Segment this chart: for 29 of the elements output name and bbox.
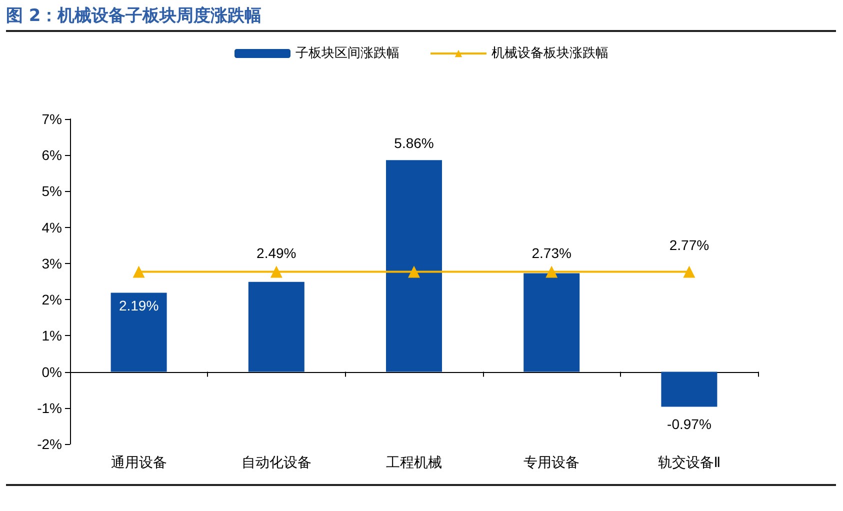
data-label: 2.49% [256,244,296,261]
y-tick-label: -1% [37,400,62,416]
y-tick-label: 2% [42,292,62,308]
bar [386,160,442,372]
data-label: 2.19% [118,298,159,314]
legend-label: 机械设备板块涨跌幅 [492,46,608,61]
x-tick-label: 专用设备 [524,455,580,471]
data-label: 2.73% [532,244,572,261]
legend-label: 子板块区间涨跌幅 [296,46,400,61]
y-tick-label: 1% [42,328,62,344]
y-tick-label: 6% [42,147,62,164]
x-tick-label: 工程机械 [386,455,442,471]
chart-title: 图 2：机械设备子板块周度涨跌幅 [6,4,836,32]
x-tick-label: 轨交设备Ⅱ [658,455,721,471]
y-tick-label: 0% [42,364,62,380]
bar [524,273,580,372]
y-tick-label: 5% [42,183,62,200]
y-tick-label: 7% [42,111,62,127]
data-label: -0.97% [667,416,712,432]
data-label: 2.77% [669,236,710,253]
y-tick-label: 3% [42,255,62,272]
y-tick-label: 4% [42,219,62,236]
bar [661,372,718,407]
bar [248,282,304,372]
y-tick-label: -2% [37,436,62,452]
data-label: 5.86% [394,135,434,152]
x-tick-label: 自动化设备 [241,455,312,471]
x-tick-label: 通用设备 [110,455,167,471]
bar [110,292,167,372]
